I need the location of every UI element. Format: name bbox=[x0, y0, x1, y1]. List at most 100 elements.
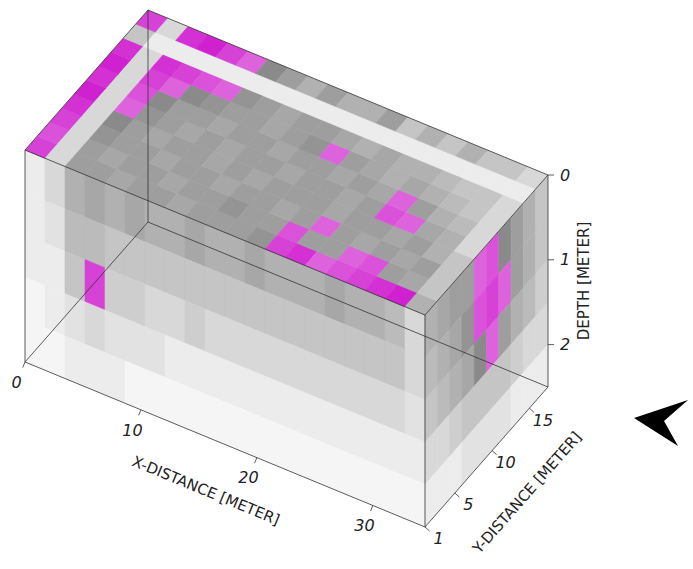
cell bbox=[245, 283, 265, 334]
cell bbox=[125, 361, 145, 412]
cell bbox=[225, 360, 245, 411]
cell bbox=[365, 460, 385, 511]
cell bbox=[65, 167, 85, 218]
tick-label: 30 bbox=[354, 516, 374, 535]
cell bbox=[245, 368, 265, 419]
cell bbox=[125, 234, 145, 285]
cell bbox=[245, 410, 265, 461]
tick bbox=[548, 344, 554, 345]
tick bbox=[548, 175, 554, 176]
cell bbox=[345, 452, 365, 503]
tick-label: 1 bbox=[560, 250, 570, 269]
cell bbox=[105, 353, 125, 404]
cell bbox=[345, 409, 365, 460]
cell bbox=[185, 386, 205, 437]
cell bbox=[385, 468, 405, 519]
cell bbox=[265, 419, 285, 470]
cell bbox=[285, 384, 305, 435]
cell bbox=[205, 351, 225, 402]
box-edge bbox=[425, 315, 426, 527]
cell bbox=[45, 285, 65, 336]
cell bbox=[165, 250, 185, 301]
cell bbox=[25, 150, 45, 201]
axis-title: DEPTH [METER] bbox=[575, 222, 593, 340]
cell bbox=[325, 443, 345, 494]
chart: 0102030151015012X-DISTANCE [METER]Y-DIST… bbox=[0, 0, 693, 569]
cell bbox=[511, 373, 523, 429]
cell bbox=[385, 383, 405, 434]
zticks-axis: 012 bbox=[548, 166, 570, 355]
cell bbox=[523, 359, 535, 415]
cell bbox=[305, 350, 325, 401]
tick bbox=[548, 259, 554, 260]
box-edge bbox=[548, 175, 549, 387]
cell bbox=[45, 243, 65, 294]
box-edge bbox=[25, 150, 26, 362]
box-edge bbox=[425, 387, 548, 527]
tick-label: 5 bbox=[463, 495, 473, 514]
north-arrow bbox=[634, 400, 688, 446]
cell bbox=[305, 393, 325, 444]
cell bbox=[285, 427, 305, 478]
cell bbox=[205, 309, 225, 360]
tick-label: 0 bbox=[12, 373, 22, 392]
cell bbox=[145, 369, 165, 420]
cell bbox=[85, 344, 105, 395]
box-edge bbox=[425, 175, 548, 315]
tick bbox=[455, 493, 460, 497]
cell bbox=[305, 435, 325, 486]
tick-label: 15 bbox=[533, 411, 553, 430]
tick-label: 0 bbox=[560, 166, 570, 185]
volume bbox=[25, 10, 548, 527]
cell bbox=[437, 457, 449, 513]
cell bbox=[25, 192, 45, 243]
cell bbox=[245, 326, 265, 377]
cell bbox=[65, 209, 85, 260]
cell bbox=[225, 275, 245, 326]
cell bbox=[85, 217, 105, 268]
cell bbox=[365, 375, 385, 426]
box-edge bbox=[148, 10, 548, 175]
box-edge bbox=[25, 150, 425, 315]
box-edge bbox=[25, 10, 148, 150]
box-edge bbox=[25, 222, 148, 362]
cell bbox=[225, 402, 245, 453]
cell bbox=[325, 401, 345, 452]
cell bbox=[185, 301, 205, 352]
cell bbox=[425, 471, 437, 527]
cell bbox=[516, 167, 548, 189]
cell bbox=[145, 284, 165, 335]
cell bbox=[325, 359, 345, 410]
top-slice bbox=[25, 10, 548, 315]
cell bbox=[65, 336, 85, 387]
cell bbox=[405, 349, 425, 400]
xticks-axis: 0 10 20 30 bbox=[12, 362, 375, 535]
tick bbox=[255, 458, 257, 464]
cell bbox=[165, 293, 185, 344]
box-edge bbox=[148, 10, 149, 222]
cell bbox=[285, 342, 305, 393]
axis-title: X-DISTANCE [METER] bbox=[130, 452, 283, 529]
tick-label: 10 bbox=[122, 421, 142, 440]
cell bbox=[25, 277, 45, 328]
cell bbox=[45, 201, 65, 252]
cell bbox=[125, 276, 145, 327]
cell bbox=[65, 251, 85, 302]
tick-label: 10 bbox=[495, 453, 515, 472]
tick-label: 1 bbox=[433, 529, 443, 548]
cell bbox=[405, 476, 425, 527]
axes: 0102030151015012X-DISTANCE [METER]Y-DIST… bbox=[12, 166, 593, 558]
cell bbox=[474, 415, 486, 471]
cell bbox=[105, 268, 125, 319]
front-slice bbox=[25, 150, 425, 527]
tick-label: 20 bbox=[238, 468, 258, 487]
cell bbox=[85, 175, 105, 226]
cell bbox=[345, 367, 365, 418]
cell bbox=[405, 434, 425, 485]
cell bbox=[345, 324, 365, 375]
cell bbox=[145, 327, 165, 378]
box-frame bbox=[25, 10, 548, 527]
box-edge bbox=[148, 222, 548, 387]
cell bbox=[165, 377, 185, 428]
cell bbox=[487, 401, 499, 457]
